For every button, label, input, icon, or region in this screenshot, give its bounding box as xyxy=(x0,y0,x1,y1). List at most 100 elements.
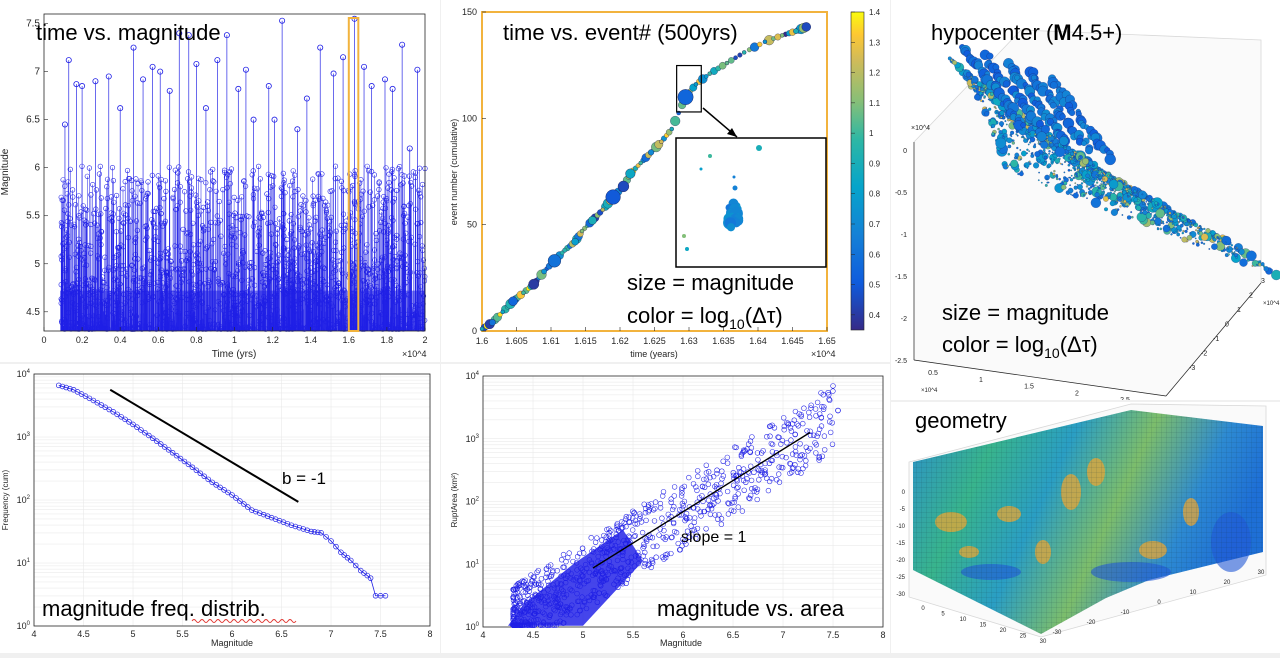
mfd-marker xyxy=(237,498,243,504)
area-point xyxy=(574,567,580,573)
stem-marker xyxy=(163,284,169,290)
stem-marker xyxy=(250,116,257,123)
y-tick-label: 103 xyxy=(466,434,480,444)
stem-marker xyxy=(147,279,153,285)
area-point xyxy=(756,467,762,473)
stem-marker xyxy=(145,179,151,185)
area-point xyxy=(825,390,831,396)
chart-title: time vs. event# (500yrs) xyxy=(503,20,738,45)
stem-marker xyxy=(337,258,343,264)
stem-marker xyxy=(276,283,282,290)
hypocenter-point xyxy=(947,56,952,61)
stem-marker xyxy=(275,226,281,232)
hypocenter-point xyxy=(1073,161,1077,164)
stem-marker xyxy=(316,245,322,251)
hypocenter-point xyxy=(1037,140,1040,143)
stem-marker xyxy=(185,255,191,261)
area-point xyxy=(768,475,775,482)
area-point xyxy=(755,457,761,463)
y-tick-label: 101 xyxy=(466,559,480,569)
stem-marker xyxy=(223,174,230,180)
stem-marker xyxy=(187,193,193,199)
hypocenter-point xyxy=(1003,133,1008,138)
area-point xyxy=(781,415,787,421)
hypocenter-point xyxy=(995,137,1007,149)
stem-marker xyxy=(286,267,292,273)
stem-marker xyxy=(406,238,412,245)
hypocenter-point xyxy=(1059,162,1062,165)
area-point xyxy=(591,592,598,598)
stem-marker xyxy=(190,281,196,287)
area-point xyxy=(552,607,558,614)
y-tick-label: -3 xyxy=(1189,365,1195,372)
area-point xyxy=(525,621,531,628)
stem-marker xyxy=(314,253,320,259)
area-point xyxy=(522,589,529,596)
stem-marker xyxy=(372,276,378,282)
area-point xyxy=(798,470,804,476)
stem-marker xyxy=(390,217,396,224)
stem-marker xyxy=(315,193,322,199)
hypocenter-point xyxy=(1130,211,1133,214)
stem-marker xyxy=(144,225,150,231)
hypocenter-point xyxy=(998,121,1005,127)
stem-marker xyxy=(394,266,400,272)
z-tick-label: -1 xyxy=(901,232,907,239)
stem-marker xyxy=(233,274,239,280)
stem-marker xyxy=(123,273,130,279)
area-point xyxy=(517,603,523,609)
highlight-box xyxy=(347,17,360,332)
area-point xyxy=(792,431,798,437)
x-tick-label: 5 xyxy=(941,612,945,618)
mfd-marker xyxy=(106,406,112,413)
stem-marker xyxy=(63,279,69,285)
hypocenter-point xyxy=(1176,232,1181,237)
dense-event-band xyxy=(60,290,425,331)
area-point xyxy=(814,399,821,406)
area-point xyxy=(538,594,544,600)
stem-marker xyxy=(347,259,353,266)
stem-marker xyxy=(163,270,170,276)
stem-marker xyxy=(373,231,379,237)
hypocenter-point xyxy=(1019,149,1022,151)
stem-marker xyxy=(271,173,277,180)
area-point xyxy=(724,460,731,466)
y-tick-label: 104 xyxy=(17,369,31,379)
mfd-marker xyxy=(217,484,223,491)
x-axis-label: Time (yrs) xyxy=(212,349,257,360)
stem-marker xyxy=(65,233,71,239)
stem-marker xyxy=(175,180,181,186)
stem-marker xyxy=(199,223,206,229)
stem-marker xyxy=(133,218,139,224)
hypocenter-point xyxy=(1162,222,1165,225)
stem-marker xyxy=(76,215,82,221)
hypocenter-point xyxy=(1119,205,1122,208)
event-point xyxy=(677,89,694,105)
hypocenter-point xyxy=(1089,169,1093,173)
stem-marker xyxy=(143,193,149,199)
y-tick-label: 102 xyxy=(17,495,31,505)
stem-marker xyxy=(201,226,207,232)
hypocenter-point xyxy=(1167,225,1170,228)
stem-marker xyxy=(178,266,184,273)
mfd-marker xyxy=(165,447,172,453)
stem-marker xyxy=(276,276,282,282)
hypocenter-point xyxy=(1195,242,1200,247)
stem-marker xyxy=(341,245,347,251)
y-axis-label: Frequency (cum) xyxy=(1,469,10,530)
area-point xyxy=(513,608,520,615)
mfd-marker xyxy=(98,402,105,408)
stem-marker xyxy=(327,188,333,194)
area-point xyxy=(730,472,737,479)
stem-marker xyxy=(82,206,89,212)
area-point xyxy=(592,539,599,545)
event-point xyxy=(617,180,630,193)
y-tick-label: 30 xyxy=(1258,570,1265,576)
hypocenter-point xyxy=(1109,200,1116,207)
area-point xyxy=(530,601,536,608)
area-point xyxy=(576,550,583,557)
hypocenter-point xyxy=(1123,182,1126,186)
area-point xyxy=(821,433,828,439)
stem-marker xyxy=(231,212,237,219)
mfd-marker xyxy=(268,514,275,521)
